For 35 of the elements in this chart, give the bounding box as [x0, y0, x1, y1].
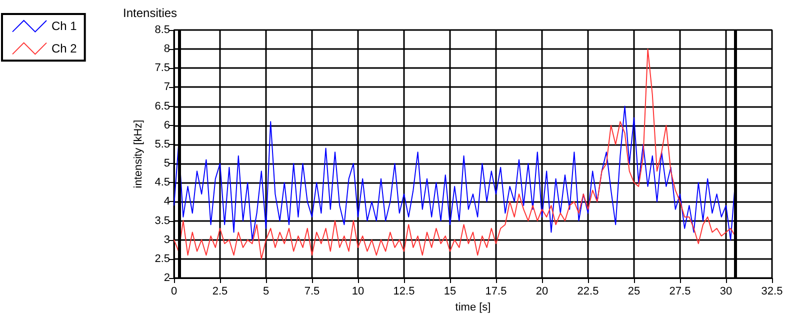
- y-tick-label: 7: [164, 81, 170, 94]
- x-tick-label: 22.5: [577, 286, 599, 298]
- y-tick-label: 2: [164, 272, 170, 284]
- legend-label: Ch 1: [52, 19, 78, 34]
- x-tick-label: 2.5: [212, 286, 228, 298]
- y-tick-label: 6.5: [154, 100, 170, 112]
- x-tick-label: 10: [352, 286, 364, 298]
- legend-label: Ch 2: [52, 42, 78, 56]
- line-series: [174, 106, 736, 240]
- line-series: [174, 48, 736, 260]
- y-tick-label: 5: [164, 158, 170, 170]
- x-tick-label: 7.5: [304, 286, 320, 298]
- x-axis-title: time [s]: [455, 301, 491, 314]
- y-tick-label: 6: [164, 119, 170, 132]
- y-tick-label: 8: [164, 43, 170, 56]
- y-tick-label: 5.5: [154, 138, 170, 150]
- y-tick-label: 3.5: [154, 214, 170, 227]
- x-tick-label: 17.5: [485, 286, 507, 298]
- chart-title: Intensities: [123, 6, 178, 20]
- x-tick-label: 5: [262, 286, 270, 298]
- y-axis-title: intensity [kHz]: [132, 120, 144, 188]
- x-tick-label: 15: [444, 286, 456, 298]
- y-tick-label: 3: [164, 234, 170, 246]
- x-tick-label: 0: [170, 286, 178, 298]
- x-tick-label: 25: [628, 286, 640, 298]
- y-tick-label: 4.5: [154, 176, 170, 189]
- y-tick-label: 2.5: [154, 252, 170, 265]
- y-tick-label: 8.5: [154, 24, 170, 36]
- x-tick-label: 27.5: [669, 286, 691, 298]
- y-tick-label: 7.5: [154, 62, 170, 74]
- x-tick-label: 30: [720, 286, 732, 298]
- y-tick-label: 4: [164, 196, 170, 208]
- x-tick-label: 12.5: [393, 286, 415, 298]
- x-tick-label: 20: [536, 286, 548, 298]
- x-tick-label: 32.5: [761, 286, 783, 298]
